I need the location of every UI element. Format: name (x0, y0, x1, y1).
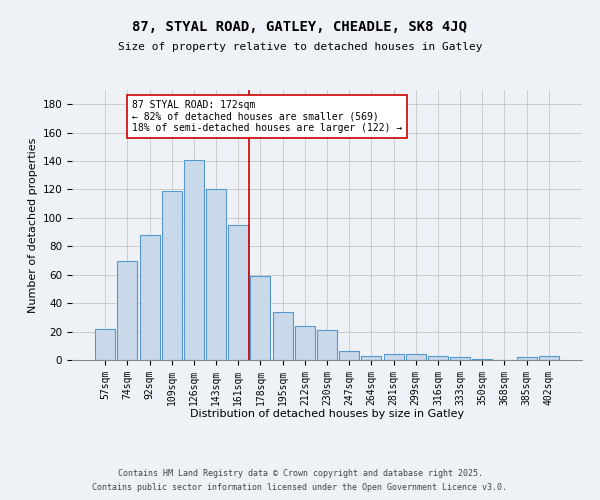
Text: Contains public sector information licensed under the Open Government Licence v3: Contains public sector information licen… (92, 484, 508, 492)
Bar (184, 160, 204, 360)
Bar (250, 276, 271, 360)
Bar (206, 190, 226, 360)
Bar (95, 328, 115, 360)
Bar (118, 260, 137, 360)
Bar (295, 326, 315, 360)
Bar (317, 330, 337, 360)
Text: 87, STYAL ROAD, GATLEY, CHEADLE, SK8 4JQ: 87, STYAL ROAD, GATLEY, CHEADLE, SK8 4JQ (133, 20, 467, 34)
Bar (339, 352, 359, 360)
Bar (140, 235, 160, 360)
Bar (428, 356, 448, 360)
Bar (539, 356, 559, 360)
Bar (162, 191, 182, 360)
Bar (406, 354, 426, 360)
Text: Contains HM Land Registry data © Crown copyright and database right 2025.: Contains HM Land Registry data © Crown c… (118, 468, 482, 477)
Text: 87 STYAL ROAD: 172sqm
← 82% of detached houses are smaller (569)
18% of semi-det: 87 STYAL ROAD: 172sqm ← 82% of detached … (132, 100, 402, 133)
Bar (272, 312, 293, 360)
Bar (472, 358, 492, 360)
Y-axis label: Number of detached properties: Number of detached properties (28, 138, 38, 312)
Text: Size of property relative to detached houses in Gatley: Size of property relative to detached ho… (118, 42, 482, 52)
Bar (361, 356, 382, 360)
Bar (383, 354, 404, 360)
Bar (517, 357, 536, 360)
X-axis label: Distribution of detached houses by size in Gatley: Distribution of detached houses by size … (190, 409, 464, 419)
Bar (450, 357, 470, 360)
Bar (228, 225, 248, 360)
